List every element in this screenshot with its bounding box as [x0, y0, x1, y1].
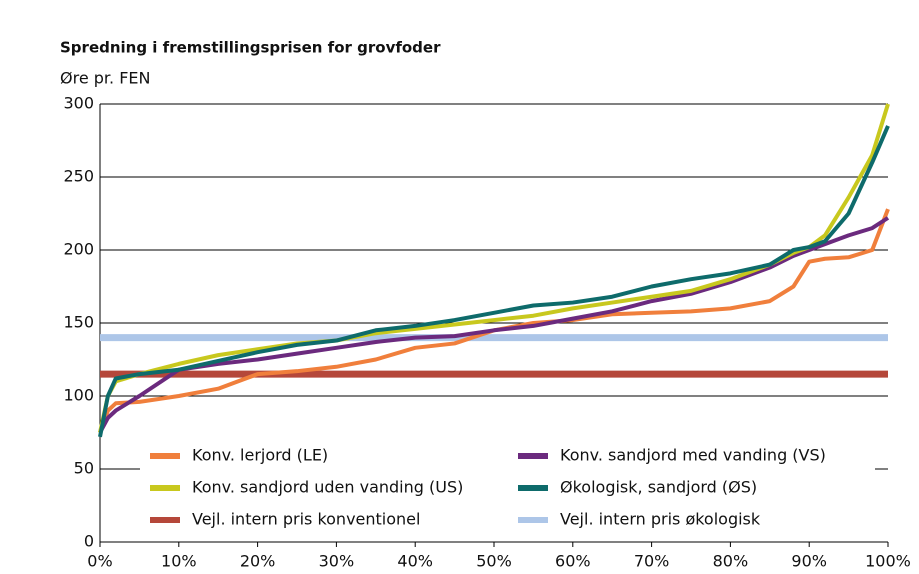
y-tick-label: 50 [74, 459, 94, 478]
chart-title: Spredning i fremstillingsprisen for grov… [60, 39, 441, 57]
x-tick-label: 50% [476, 552, 512, 571]
x-tick-label: 90% [791, 552, 827, 571]
x-tick-label: 0% [87, 552, 112, 571]
legend-box [140, 440, 875, 535]
y-tick-label: 150 [63, 313, 94, 332]
legend-label: Konv. sandjord med vanding (VS) [560, 446, 826, 465]
x-tick-label: 80% [713, 552, 749, 571]
legend-label: Vejl. intern pris konventionel [192, 510, 420, 529]
y-tick-label: 250 [63, 167, 94, 186]
x-tick-label: 70% [634, 552, 670, 571]
x-tick-label: 60% [555, 552, 591, 571]
y-tick-label: 100 [63, 386, 94, 405]
x-tick-label: 20% [240, 552, 276, 571]
y-tick-label: 200 [63, 240, 94, 259]
legend-label: Konv. sandjord uden vanding (US) [192, 478, 463, 497]
line-series [98, 125, 890, 438]
x-tick-label: 100% [865, 552, 911, 571]
y-tick-label: 300 [63, 94, 94, 113]
legend-label: Økologisk, sandjord (ØS) [560, 478, 757, 497]
x-tick-label: 10% [161, 552, 197, 571]
x-tick-label: 30% [319, 552, 355, 571]
x-tick-label: 40% [397, 552, 433, 571]
legend-label: Vejl. intern pris økologisk [560, 510, 761, 529]
y-axis-label: Øre pr. FEN [60, 69, 150, 88]
y-tick-label: 0 [84, 532, 94, 551]
legend-label: Konv. lerjord (LE) [192, 446, 328, 465]
